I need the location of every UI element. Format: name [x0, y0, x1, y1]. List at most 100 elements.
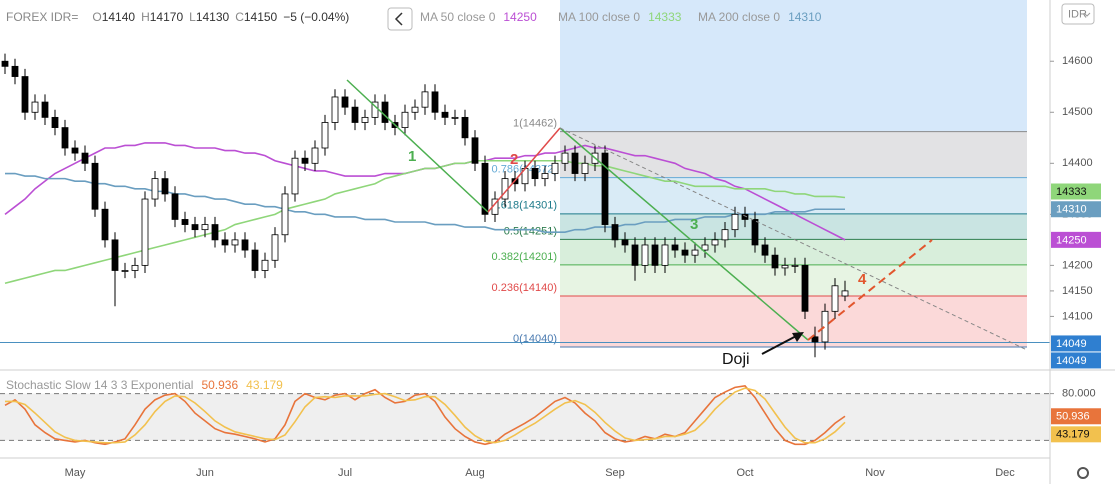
currency-label: IDR	[1068, 8, 1087, 20]
candle-body	[231, 239, 239, 246]
candle-body	[611, 224, 619, 241]
candle-body	[671, 244, 679, 251]
fib-zone	[560, 239, 1027, 265]
header-text: L	[189, 10, 196, 24]
header-text: 14130	[196, 10, 230, 24]
candle-body	[41, 101, 49, 118]
candle-body	[271, 234, 279, 261]
candle-body	[781, 264, 789, 269]
collapse-button[interactable]	[387, 7, 413, 31]
wave-label: 1	[408, 148, 416, 165]
ma-legend: MA 200 close 0	[698, 10, 780, 24]
candle-body	[541, 173, 549, 180]
fib-zone	[560, 213, 1027, 240]
trend-line	[487, 127, 561, 213]
candle-body	[471, 137, 479, 164]
ma-legend: MA 50 close 0	[420, 10, 496, 24]
candle-body	[91, 162, 99, 210]
price-badge-label: 14049	[1056, 338, 1087, 350]
candle-body	[151, 178, 159, 200]
ma-legend-value: 14333	[648, 10, 682, 24]
header-text: O	[92, 10, 101, 24]
candle-body	[731, 213, 739, 231]
x-tick-label: Sep	[605, 467, 625, 479]
trend-line	[346, 79, 489, 213]
y-tick-label: 14500	[1062, 106, 1093, 118]
price-badge	[1051, 201, 1101, 218]
candle-layer	[1, 53, 849, 358]
candle-body	[711, 239, 719, 246]
candle-body	[181, 219, 189, 225]
candle-body	[721, 229, 729, 241]
price-badge-label: 14333	[1056, 186, 1087, 198]
candle-body	[171, 193, 179, 220]
candle-body	[311, 147, 319, 164]
candle-body	[751, 219, 759, 246]
candle-body	[111, 239, 119, 271]
candle-body	[641, 244, 649, 266]
y-tick-label: 14600	[1062, 55, 1093, 67]
candle-body	[601, 152, 609, 225]
candle-body	[431, 91, 439, 113]
x-tick-label: Jun	[196, 467, 214, 479]
extension-zone	[560, 0, 1027, 132]
currency-button[interactable]	[1061, 3, 1095, 25]
candle-body	[161, 178, 169, 195]
candle-body	[331, 96, 339, 123]
stoch-header: Stochastic Slow 14 3 3 Exponential 50.936…	[6, 378, 283, 392]
indicator-layer	[4, 142, 846, 446]
candle-body	[831, 285, 839, 312]
fib-label: 0(14040)	[513, 333, 557, 345]
candle-body	[631, 244, 639, 266]
price-badge	[1051, 183, 1101, 200]
wave-label: 2	[510, 151, 518, 168]
candle-body	[841, 290, 849, 297]
candle-body	[291, 157, 299, 195]
fib-label: 0.236(14140)	[492, 282, 557, 294]
candle-body	[411, 106, 419, 113]
settings-icon[interactable]	[1077, 467, 1089, 479]
candle-body	[481, 162, 489, 215]
candle-body	[761, 244, 769, 256]
candle-body	[581, 162, 589, 174]
candle-body	[81, 152, 89, 164]
header-text: −5 (−0.04%)	[283, 10, 349, 24]
collapse-icon	[394, 12, 403, 26]
candle-body	[261, 259, 269, 271]
candle-body	[201, 224, 209, 231]
stoch-header-text: Stochastic Slow 14 3 3 Exponential	[6, 378, 193, 392]
y-tick-label: 80.000	[1062, 388, 1096, 400]
candle-body	[221, 239, 229, 246]
fib-zone	[560, 177, 1027, 214]
y-tick-label: 14400	[1062, 157, 1093, 169]
drawings: 1 2 3 4 Doji	[346, 79, 1028, 368]
chart-header: FOREX IDR= O14140 H14170 L14130 C14150 −5 (−0…	[6, 10, 349, 24]
dropdown-icon	[1083, 12, 1091, 17]
fib-zone	[560, 264, 1027, 296]
trend-line	[559, 127, 1028, 351]
fib-zone	[560, 131, 1027, 178]
ma-legend-value: 14310	[788, 10, 822, 24]
candle-body	[211, 224, 219, 241]
header-text: H	[141, 10, 150, 24]
candle-body	[1, 60, 9, 67]
candle-body	[141, 198, 149, 266]
header-text: C	[235, 10, 244, 24]
candle-body	[661, 244, 669, 266]
price-badge	[1051, 231, 1101, 248]
x-tick-label: Jul	[338, 467, 352, 479]
candle-body	[11, 65, 19, 77]
candle-body	[681, 249, 689, 256]
candle-body	[791, 264, 799, 267]
candle-body	[771, 254, 779, 269]
fib-zone	[560, 296, 1027, 348]
price-badge	[1051, 408, 1101, 425]
trend-line	[559, 127, 809, 341]
y-tick-label: 14150	[1062, 285, 1093, 297]
x-tick-label: May	[65, 467, 86, 479]
x-tick-label: Aug	[465, 467, 485, 479]
candle-body	[71, 147, 79, 154]
candle-body	[251, 249, 259, 271]
candle-body	[561, 152, 569, 164]
